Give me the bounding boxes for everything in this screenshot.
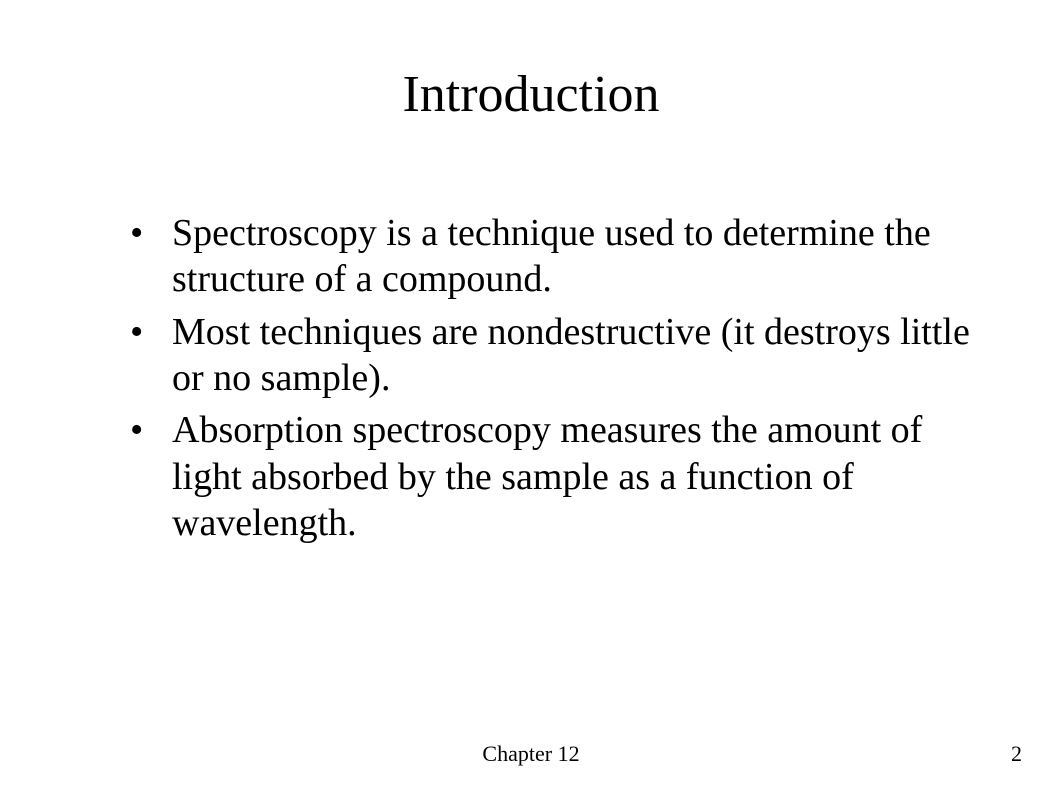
bullet-item: Absorption spectroscopy measures the amo… <box>130 407 972 546</box>
bullet-item: Most techniques are nondestructive (it d… <box>130 309 972 402</box>
page-number: 2 <box>1011 741 1022 767</box>
bullet-list: Spectroscopy is a technique used to dete… <box>130 210 972 547</box>
bullet-item: Spectroscopy is a technique used to dete… <box>130 210 972 303</box>
slide: Introduction Spectroscopy is a technique… <box>0 0 1062 797</box>
slide-title: Introduction <box>0 65 1062 124</box>
slide-body: Spectroscopy is a technique used to dete… <box>130 210 972 553</box>
footer-chapter: Chapter 12 <box>0 741 1062 767</box>
